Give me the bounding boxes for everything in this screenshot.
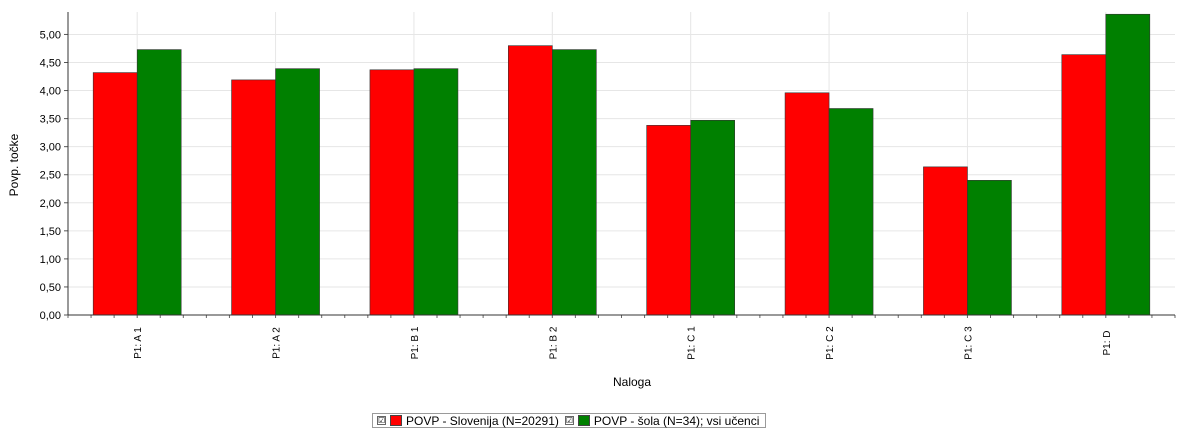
bar-slovenija (923, 166, 968, 316)
bar-sola (275, 68, 320, 316)
y-tick-label: 3,50 (40, 114, 61, 126)
bar-sola (967, 180, 1012, 316)
x-tick-label: P1: B 1 (410, 326, 421, 359)
y-tick-label: 0,00 (40, 310, 61, 322)
bar-sola (136, 49, 182, 316)
y-tick-label: 1,00 (40, 254, 61, 266)
bar-slovenija (369, 69, 415, 316)
y-tick-label: 1,50 (40, 226, 61, 238)
x-tick-label: P1: C 1 (687, 326, 698, 360)
x-tick-label: P1: A 2 (272, 327, 283, 359)
x-tick-label: P1: D (1102, 330, 1113, 355)
legend-item-slovenija[interactable]: ☑ POVP - Slovenija (N=20291) (377, 414, 559, 428)
legend-item-sola[interactable]: ☑ POVP - šola (N=34); vsi učenci (564, 413, 760, 428)
y-tick-label: 4,00 (40, 86, 61, 98)
bar-slovenija (92, 72, 138, 316)
y-axis-title: Povp. točke (7, 133, 21, 196)
bar-sola (828, 108, 874, 316)
x-tick-label: P1: A 1 (133, 327, 144, 359)
legend-checkbox[interactable]: ☑ (564, 416, 574, 425)
legend-checkbox[interactable]: ☑ (377, 416, 386, 425)
x-axis-title: Naloga (613, 375, 651, 389)
legend-label: POVP - Slovenija (N=20291) (406, 413, 559, 428)
bar-sola (690, 119, 735, 316)
bar-slovenija (1061, 54, 1107, 316)
bar-slovenija (508, 45, 553, 316)
bar-sola (552, 49, 597, 316)
tick-labels: 0,00 0,50 1,00 1,50 2,00 2,50 3,00 3,50 4,00 4,50… (40, 29, 1113, 359)
y-tick-label: 0,50 (40, 282, 61, 294)
legend-swatch-green (577, 415, 590, 426)
x-tick-label: P1: C 2 (825, 326, 836, 360)
bar-slovenija (231, 79, 276, 316)
bar-sola (1105, 13, 1151, 316)
legend-label: POVP - šola (N=34); vsi učenci (593, 413, 760, 428)
y-tick-label: 3,00 (40, 142, 61, 154)
y-tick-label: 4,50 (40, 58, 61, 70)
x-tick-label: P1: C 3 (963, 326, 974, 360)
axes (64, 12, 1176, 318)
bar-sola (413, 68, 459, 316)
bar-slovenija (784, 92, 830, 316)
y-tick-label: 5,00 (40, 29, 61, 41)
x-tick-label: P1: B 2 (548, 326, 559, 359)
bar-slovenija (646, 125, 691, 316)
y-tick-label: 2,50 (40, 170, 61, 182)
legend-swatch-red (390, 415, 402, 426)
bars (92, 13, 1151, 316)
legend: ☑ POVP - Slovenija (N=20291) ☑ POVP - šo… (372, 413, 767, 428)
y-tick-label: 2,00 (40, 198, 61, 210)
bar-chart: 0,00 0,50 1,00 1,50 2,00 2,50 3,00 3,50 4,00 4,50… (7, 12, 1176, 389)
